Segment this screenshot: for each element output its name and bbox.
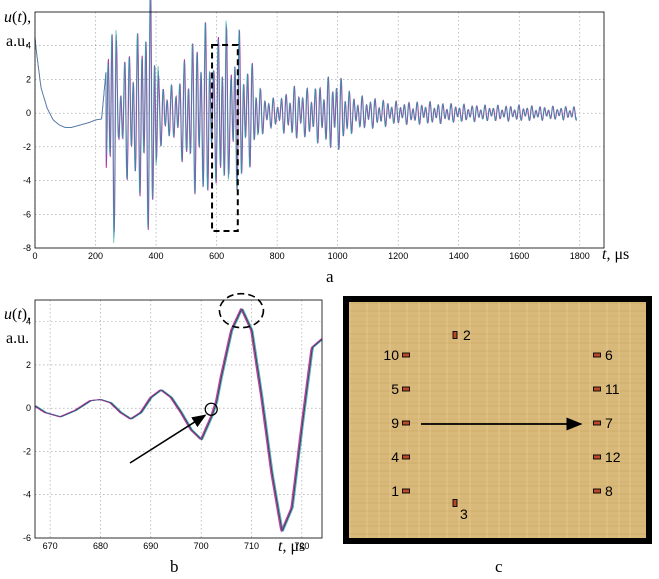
zoom-box — [211, 44, 239, 232]
x-tick-label: 1600 — [509, 251, 529, 261]
sensor-mark — [402, 352, 410, 358]
x-tick-label: 800 — [270, 251, 285, 261]
panel-b-ticks: 670 680 690 700 710 720 -6 -4 -2 0 2 4 — [23, 317, 309, 551]
panel-b-ylabel-var: u — [4, 306, 12, 323]
y-tick-label: 0 — [26, 108, 31, 118]
x-tick-label: 670 — [43, 541, 58, 551]
sensor-mark — [593, 352, 601, 358]
x-tick-label: 600 — [209, 251, 224, 261]
x-tick-label: 1200 — [388, 251, 408, 261]
papyrus-plate — [349, 302, 646, 538]
y-tick-label: -6 — [23, 209, 31, 219]
x-tick-label: 710 — [244, 541, 259, 551]
sensor-label: 7 — [605, 415, 613, 431]
panel-b-xlabel-var: t — [278, 538, 283, 555]
panel-a-xlabel-var: t — [602, 246, 607, 263]
x-tick-label: 690 — [143, 541, 158, 551]
panel-a-ylabel-arg: t — [17, 9, 22, 26]
peak-circle — [218, 292, 265, 329]
sensor-mark — [402, 488, 410, 494]
panel-a-series-line — [34, 0, 577, 244]
panel-b-axes-frame — [34, 299, 323, 539]
y-tick-label: 0 — [26, 403, 31, 413]
panel-b-ylabel-unit: a.u. — [6, 330, 29, 347]
sensor-mark — [593, 488, 601, 494]
panel-a-label: a — [326, 267, 334, 286]
sensor-label: 5 — [391, 381, 399, 397]
x-tick-label: 1400 — [449, 251, 469, 261]
y-tick-label: -6 — [23, 533, 31, 543]
y-tick-label: -8 — [23, 243, 31, 253]
panel-b-series-line — [34, 308, 323, 533]
sensor-label: 1 — [391, 483, 399, 499]
panel-b-label: b — [170, 557, 179, 576]
y-tick-label: -2 — [23, 142, 31, 152]
x-tick-label: 700 — [194, 541, 209, 551]
panel-b-annotations — [129, 292, 265, 464]
sensor-mark — [452, 499, 458, 507]
panel-a-ylabel: u(t), — [4, 9, 31, 26]
y-tick-label: -4 — [23, 176, 31, 186]
panel-a-xlabel: t, μs — [602, 246, 629, 263]
y-tick-label: -2 — [23, 446, 31, 456]
onset-arrow — [129, 414, 207, 464]
y-tick-label: -4 — [23, 490, 31, 500]
panel-b-ylabel-arg: t — [17, 306, 22, 323]
x-tick-label: 200 — [88, 251, 103, 261]
x-tick-label: 720 — [294, 541, 309, 551]
sensor-label: 12 — [605, 449, 621, 465]
sensor-label: 9 — [391, 415, 399, 431]
y-tick-label: 4 — [26, 317, 31, 327]
sensor-label: 3 — [460, 506, 468, 522]
panel-b: u(t), a.u. 670 680 690 700 710 720 -6 -4 -2 0 2 4 t… — [4, 292, 323, 576]
sensor-label: 2 — [463, 327, 471, 343]
sensor-label: 4 — [391, 449, 399, 465]
sensor-mark — [452, 331, 458, 339]
x-tick-label: 680 — [93, 541, 108, 551]
panel-a-ylabel-unit: a.u. — [6, 33, 29, 50]
panel-a: u(t), a.u. 0 200 400 600 800 1000 1200 1400 1600… — [4, 0, 629, 286]
x-tick-label: 0 — [32, 251, 37, 261]
x-tick-label: 1800 — [570, 251, 590, 261]
sensor-mark — [593, 386, 601, 392]
x-tick-label: 1000 — [328, 251, 348, 261]
panel-b-series-line — [35, 308, 323, 533]
panel-c-label: c — [495, 557, 503, 576]
y-tick-label: 2 — [26, 74, 31, 84]
onset-circle — [204, 402, 218, 416]
panel-b-xlabel-unit: μs — [290, 538, 305, 555]
panel-b-series — [34, 307, 323, 533]
panel-b-ylabel: u(t), — [4, 306, 31, 323]
panel-b-series-line — [34, 308, 323, 532]
sensor-mark — [402, 420, 410, 426]
sensor-mark — [402, 454, 410, 460]
x-tick-label: 400 — [149, 251, 164, 261]
sensor-label: 8 — [605, 483, 613, 499]
sensor-label: 6 — [605, 347, 613, 363]
sensor-label: 11 — [605, 381, 620, 397]
panel-b-grid — [35, 300, 322, 539]
panel-a-ticks: 0 200 400 600 800 1000 1200 1400 1600 1800 -8 -6 -4 -… — [23, 41, 590, 261]
panel-b-series-line — [35, 308, 323, 533]
panel-a-axes-frame — [34, 11, 605, 249]
panel-b-xlabel: t, μs — [278, 538, 305, 555]
y-tick-label: 4 — [26, 41, 31, 51]
sensor-mark — [593, 420, 601, 426]
panel-b-series-line — [34, 308, 323, 533]
panel-a-series — [34, 0, 578, 244]
panel-a-grid — [34, 12, 604, 249]
sensor-label: 10 — [383, 347, 399, 363]
panel-a-ylabel-var: u — [4, 9, 12, 26]
y-tick-label: 2 — [26, 360, 31, 370]
sensor-mark — [402, 386, 410, 392]
panel-b-series-line — [34, 307, 322, 531]
sensor-mark — [593, 454, 601, 460]
panel-a-xlabel-unit: μs — [614, 246, 629, 263]
